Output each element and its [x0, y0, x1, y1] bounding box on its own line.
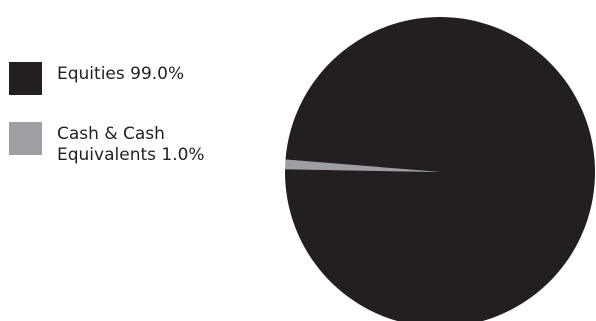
pie-slice-equities — [285, 17, 595, 321]
legend-swatch-equities — [9, 62, 42, 95]
legend-swatch-cash — [9, 122, 42, 155]
pie-slice-cash — [285, 159, 440, 172]
chart-legend: Equities 99.0% Cash & Cash Equivalents 1… — [9, 0, 259, 321]
legend-item-equities: Equities 99.0% — [9, 62, 184, 95]
legend-label-equities: Equities 99.0% — [57, 64, 185, 84]
legend-label-cash: Cash & Cash Equivalents 1.0% — [57, 124, 205, 165]
legend-item-cash: Cash & Cash Equivalents 1.0% — [9, 122, 205, 166]
